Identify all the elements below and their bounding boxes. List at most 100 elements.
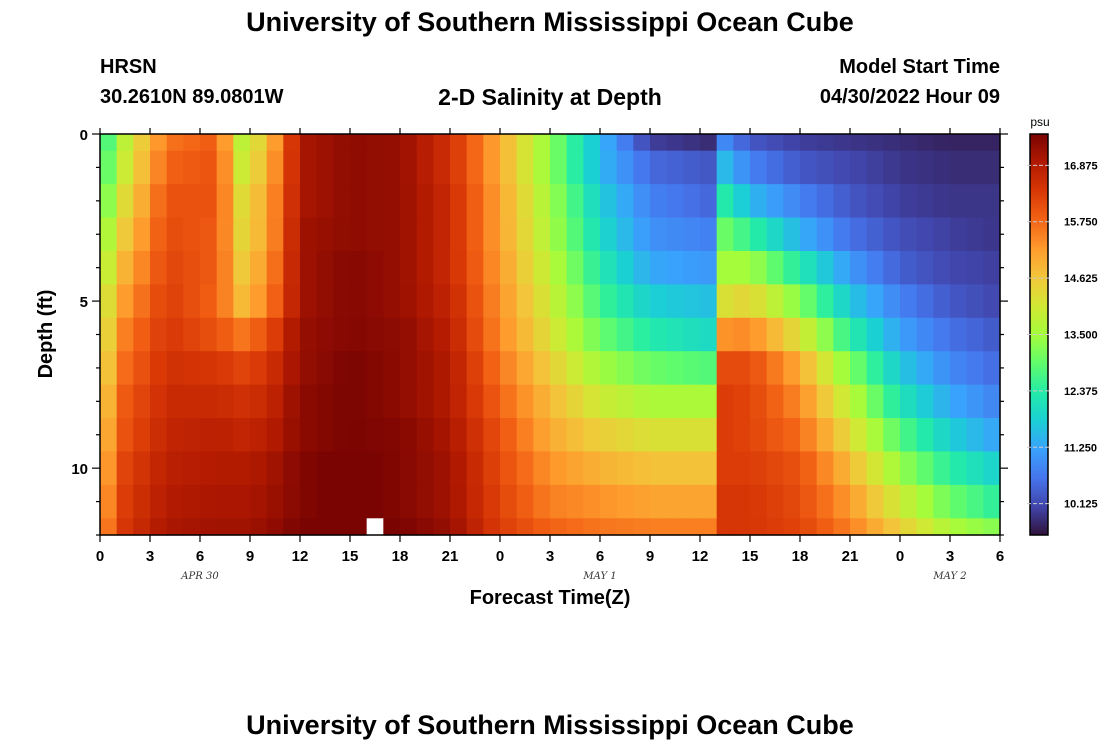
heatmap-cell bbox=[100, 418, 118, 453]
heatmap-cell bbox=[850, 317, 868, 352]
heatmap-cell bbox=[650, 284, 668, 319]
heatmap-cell bbox=[933, 217, 951, 252]
heatmap-cell bbox=[183, 518, 201, 536]
heatmap-cell bbox=[566, 184, 584, 219]
heatmap-cell bbox=[833, 150, 851, 185]
colorbar-tick-label: 12.375 bbox=[1064, 386, 1098, 398]
heatmap-cell bbox=[766, 518, 784, 536]
heatmap-cell bbox=[816, 250, 834, 285]
heatmap-cell bbox=[516, 284, 534, 319]
heatmap-cell bbox=[466, 317, 484, 352]
heatmap-cell bbox=[216, 484, 234, 519]
station-coords: 30.2610N 89.0801W bbox=[100, 86, 284, 108]
heatmap-cell bbox=[150, 284, 168, 319]
heatmap-cell bbox=[266, 134, 284, 152]
heatmap-cell bbox=[466, 150, 484, 185]
heatmap-cell bbox=[850, 184, 868, 219]
heatmap-cell bbox=[116, 250, 134, 285]
heatmap-cell bbox=[933, 384, 951, 419]
heatmap-cell bbox=[316, 150, 334, 185]
heatmap-cell bbox=[433, 317, 451, 352]
heatmap-cell bbox=[750, 384, 768, 419]
heatmap-cell bbox=[633, 250, 651, 285]
heatmap-cell bbox=[500, 351, 518, 386]
heatmap-cell bbox=[950, 150, 968, 185]
heatmap-cell bbox=[300, 150, 318, 185]
heatmap-cell bbox=[933, 250, 951, 285]
heatmap-cell bbox=[550, 484, 568, 519]
heatmap-cell bbox=[266, 384, 284, 419]
heatmap-cell bbox=[183, 217, 201, 252]
heatmap-cell bbox=[116, 217, 134, 252]
heatmap-cell bbox=[916, 418, 934, 453]
heatmap-cell bbox=[850, 418, 868, 453]
heatmap-cell bbox=[300, 451, 318, 486]
heatmap-cell bbox=[350, 451, 368, 486]
heatmap-cell bbox=[866, 518, 884, 536]
heatmap-cell bbox=[916, 284, 934, 319]
heatmap-cell bbox=[716, 184, 734, 219]
heatmap-cell bbox=[366, 184, 384, 219]
heatmap-cell bbox=[516, 351, 534, 386]
heatmap-cell bbox=[700, 134, 718, 152]
heatmap-cell bbox=[466, 484, 484, 519]
heatmap-cell bbox=[116, 384, 134, 419]
heatmap-cell bbox=[233, 184, 251, 219]
heatmap-cell bbox=[783, 418, 801, 453]
date-label: MAY 2 bbox=[932, 571, 966, 582]
heatmap-cell bbox=[866, 418, 884, 453]
heatmap-cell bbox=[666, 150, 684, 185]
heatmap-cell bbox=[383, 184, 401, 219]
heatmap-cell bbox=[850, 217, 868, 252]
heatmap-cell bbox=[283, 284, 301, 319]
heatmap-cell bbox=[600, 451, 618, 486]
heatmap-cell bbox=[616, 451, 634, 486]
x-tick-label: 6 bbox=[996, 548, 1004, 565]
heatmap-cell bbox=[316, 217, 334, 252]
heatmap-cell bbox=[316, 484, 334, 519]
heatmap-cell bbox=[366, 451, 384, 486]
heatmap-cell bbox=[850, 384, 868, 419]
heatmap-cell bbox=[266, 250, 284, 285]
date-label: APR 30 bbox=[180, 571, 219, 582]
heatmap-cell bbox=[366, 484, 384, 519]
heatmap-cell bbox=[333, 184, 351, 219]
x-tick-label: 21 bbox=[442, 548, 459, 565]
heatmap-cell bbox=[933, 284, 951, 319]
heatmap-cell bbox=[583, 134, 601, 152]
heatmap-cell bbox=[416, 451, 434, 486]
heatmap-cell bbox=[266, 150, 284, 185]
heatmap-cell bbox=[133, 518, 151, 536]
heatmap-cell bbox=[966, 134, 984, 152]
heatmap-cell bbox=[200, 418, 218, 453]
heatmap-cell bbox=[766, 250, 784, 285]
heatmap-cell bbox=[450, 317, 468, 352]
heatmap-cell bbox=[883, 418, 901, 453]
heatmap-cell bbox=[950, 317, 968, 352]
heatmap-cell bbox=[666, 484, 684, 519]
heatmap-cell bbox=[550, 134, 568, 152]
heatmap-cell bbox=[350, 418, 368, 453]
heatmap-cell bbox=[900, 284, 918, 319]
heatmap-cell bbox=[100, 217, 118, 252]
heatmap-cell bbox=[466, 184, 484, 219]
heatmap-cell bbox=[833, 351, 851, 386]
heatmap-cell bbox=[300, 351, 318, 386]
heatmap-cell bbox=[566, 217, 584, 252]
heatmap-cell bbox=[683, 518, 701, 536]
heatmap-cell bbox=[566, 317, 584, 352]
heatmap-cell bbox=[716, 134, 734, 152]
heatmap-cell bbox=[383, 384, 401, 419]
heatmap-cell bbox=[883, 134, 901, 152]
heatmap-cell bbox=[200, 217, 218, 252]
heatmap-cell bbox=[750, 250, 768, 285]
heatmap-cell bbox=[216, 284, 234, 319]
heatmap-cell bbox=[766, 451, 784, 486]
heatmap-cell bbox=[983, 451, 1001, 486]
heatmap-cell bbox=[433, 150, 451, 185]
heatmap-cell bbox=[366, 317, 384, 352]
heatmap-cell bbox=[716, 150, 734, 185]
heatmap-cell bbox=[666, 317, 684, 352]
heatmap-cell bbox=[200, 484, 218, 519]
